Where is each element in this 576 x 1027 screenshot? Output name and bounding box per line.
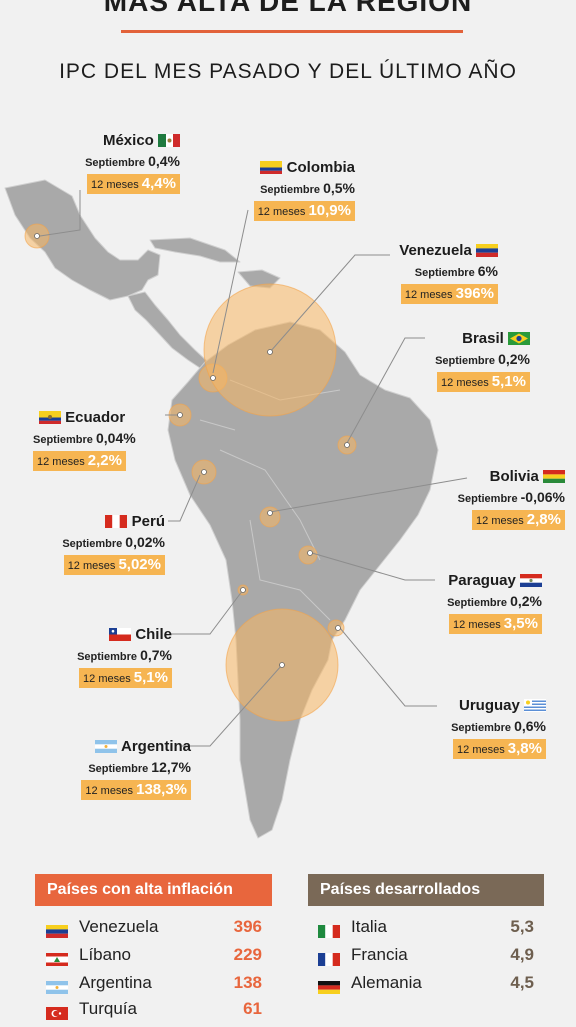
peru-flag-icon: [105, 515, 128, 528]
list-item: Alemania 4,5: [318, 971, 534, 995]
chile-flag-icon: [109, 628, 132, 641]
turkey-flag-icon: [46, 1003, 68, 1027]
list-item: Francia 4,9: [318, 943, 534, 967]
list-item: Turquía 61: [46, 997, 262, 1021]
argentina-flag-icon: [46, 977, 68, 1001]
france-flag-icon: [318, 949, 340, 973]
page-title: MÁS ALTA DE LA REGIÓN: [103, 0, 473, 17]
italy-flag-icon: [318, 921, 340, 945]
country-name: Bolivia: [489, 468, 539, 485]
colombia-flag-icon: [260, 161, 283, 174]
developed-panel-header: Países desarrollados: [308, 874, 544, 906]
mexico-shape: [4, 179, 161, 301]
hispaniola-shape: [237, 269, 281, 289]
year-value: 4,4%: [141, 175, 176, 192]
central-america-shape: [127, 291, 209, 369]
ecuador-flag-icon: [39, 411, 61, 424]
bubble-centers: [34, 233, 350, 668]
uruguay-flag-icon: [524, 699, 546, 712]
page-subtitle: IPC DEL MES PASADO Y DEL ÚLTIMO AÑO: [59, 60, 517, 83]
country-name: Chile: [135, 626, 172, 643]
high-inflation-panel-header: Países con alta inflación: [35, 874, 272, 906]
label-peru: Perú Septiembre 0,02% 12 meses 5,02%: [62, 513, 165, 575]
country-name: Argentina: [120, 738, 191, 755]
country-name: Venezuela: [399, 242, 472, 259]
label-mexico: México Septiembre 0,4% 12 meses 4,4%: [85, 132, 180, 194]
leader-lines: [39, 190, 468, 747]
bolivia-flag-icon: [543, 470, 565, 483]
country-name: Paraguay: [448, 572, 516, 589]
label-argentina: Argentina Septiembre 12,7% 12 meses 138,…: [55, 738, 191, 800]
cuba-shape: [149, 237, 241, 263]
country-name: México: [102, 132, 154, 149]
label-colombia: Colombia Septiembre 0,5% 12 meses 10,9%: [220, 159, 355, 221]
label-venezuela: Venezuela Septiembre 6% 12 meses 396%: [399, 242, 498, 304]
argentina-flag-icon: [95, 740, 118, 753]
list-item: Venezuela 396: [46, 915, 262, 939]
germany-flag-icon: [318, 977, 340, 1001]
country-name: Uruguay: [458, 697, 520, 714]
mexico-flag-icon: [158, 134, 180, 147]
lebanon-flag-icon: [46, 949, 68, 973]
country-name: Colombia: [286, 159, 355, 176]
list-item: Líbano 229: [46, 943, 262, 967]
sept-value: 0,4%: [148, 153, 180, 169]
country-name: Brasil: [462, 330, 504, 347]
title-underline: [121, 30, 463, 33]
paraguay-flag-icon: [520, 574, 542, 587]
label-ecuador: Ecuador Septiembre 0,04% 12 meses 2,2%: [33, 409, 136, 471]
label-brasil: Brasil Septiembre 0,2% 12 meses 5,1%: [435, 330, 530, 392]
venezuela-flag-icon: [476, 244, 498, 257]
label-chile: Chile Septiembre 0,7% 12 meses 5,1%: [77, 626, 172, 688]
label-uruguay: Uruguay Septiembre 0,6% 12 meses 3,8%: [451, 697, 546, 759]
bubble-bolivia: [259, 506, 281, 528]
list-item: Argentina 138: [46, 971, 262, 995]
brasil-flag-icon: [508, 332, 530, 345]
country-name: Ecuador: [65, 409, 126, 426]
label-bolivia: Bolivia Septiembre -0,06% 12 meses 2,8%: [457, 468, 565, 530]
label-paraguay: Paraguay Septiembre 0,2% 12 meses 3,5%: [447, 572, 542, 634]
latin-america-map: [4, 179, 468, 839]
venezuela-flag-icon: [46, 921, 68, 945]
list-item: Italia 5,3: [318, 915, 534, 939]
country-name: Perú: [131, 513, 165, 530]
